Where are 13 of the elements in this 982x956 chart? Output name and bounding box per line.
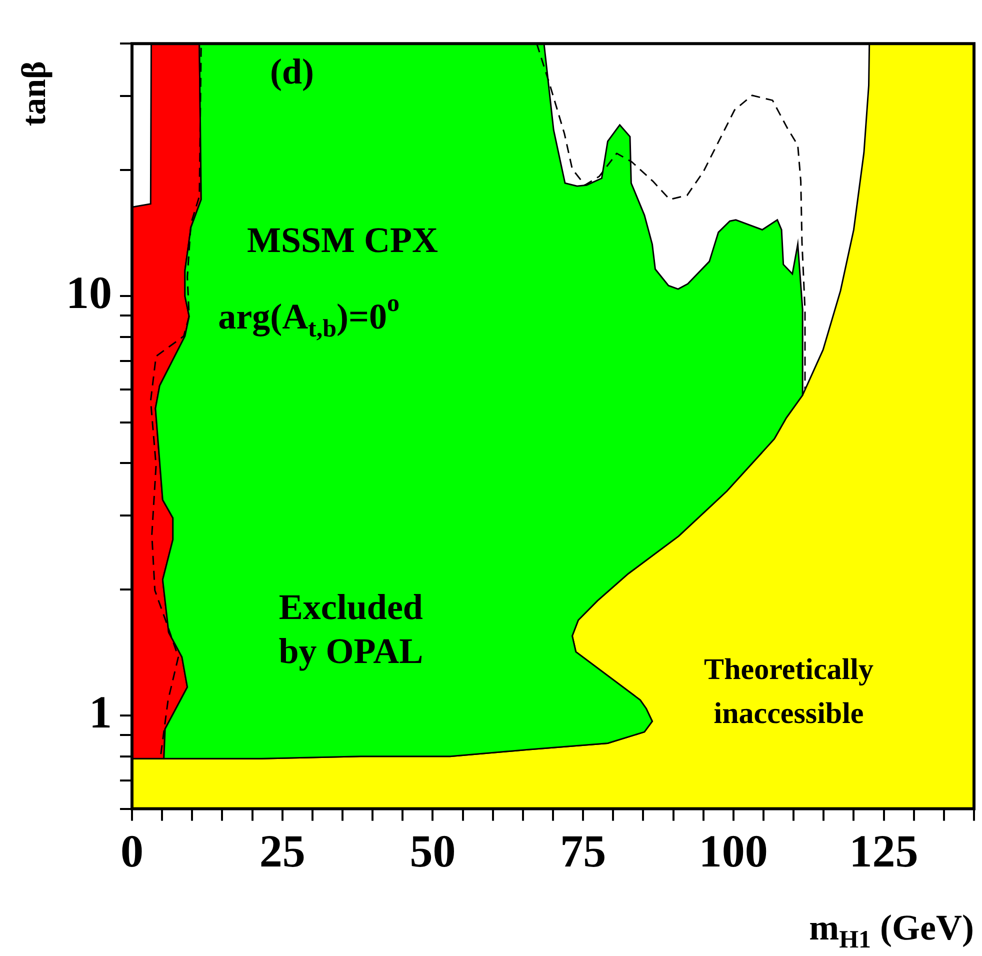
y-tick-label: 10 xyxy=(66,267,112,318)
x-tick-label: 75 xyxy=(560,825,606,876)
annotation: (d) xyxy=(270,52,314,92)
y-axis-title: tanβ xyxy=(16,61,53,126)
annotation: MSSM CPX xyxy=(247,220,438,260)
y-tick-label: 1 xyxy=(89,686,112,738)
annotation: Excluded by OPAL xyxy=(278,587,424,672)
x-tick-label: 100 xyxy=(698,825,768,876)
x-tick-label: 125 xyxy=(849,825,918,876)
x-tick-label: 50 xyxy=(410,825,456,876)
x-tick-label: 25 xyxy=(259,825,306,876)
x-tick-label: 0 xyxy=(120,825,144,876)
annotation: Theoretically inaccessible xyxy=(704,652,874,730)
